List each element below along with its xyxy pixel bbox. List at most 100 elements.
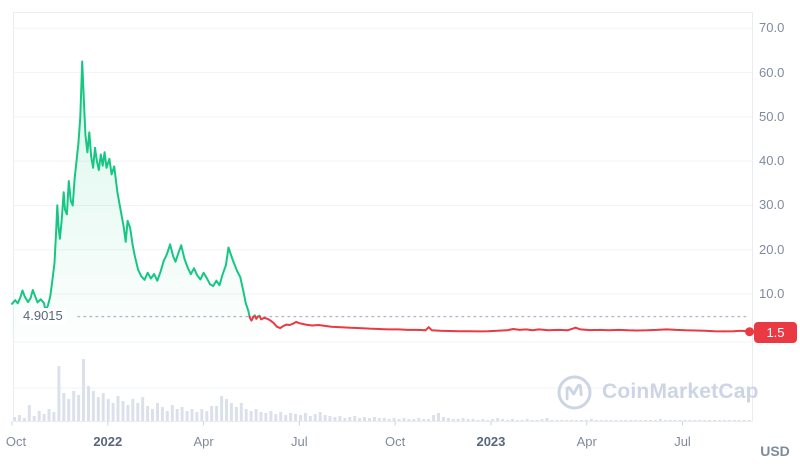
volume-bar <box>372 417 376 421</box>
volume-bar <box>358 418 362 421</box>
volume-bar <box>299 415 302 421</box>
volume-bar <box>368 418 371 421</box>
volume-bar <box>116 396 120 421</box>
volume-bar <box>668 420 672 421</box>
x-axis-label-2023: 2023 <box>476 434 506 449</box>
volume-bar <box>412 419 416 421</box>
y-axis-label: 60.0 <box>759 64 785 80</box>
x-axis-label-jul: Jul <box>291 434 308 449</box>
volume-bar <box>269 411 273 421</box>
volume-bar <box>476 420 480 421</box>
volume-bar <box>200 409 204 421</box>
volume-bar <box>624 420 628 421</box>
volume-bar <box>82 359 85 421</box>
y-axis-label: 10.0 <box>759 286 785 301</box>
last-price-badge[interactable]: 1.5 <box>754 321 797 343</box>
volume-bar <box>575 420 578 421</box>
volume-bar <box>259 412 263 421</box>
x-axis-label-apr: Apr <box>576 434 597 449</box>
volume-bar <box>417 418 421 421</box>
volume-bar <box>722 420 726 421</box>
volume-bar <box>678 420 682 421</box>
volume-bar <box>742 420 746 421</box>
volume-bar <box>663 420 667 421</box>
volume-bar <box>461 418 465 421</box>
volume-bar <box>377 418 381 421</box>
volume-bar <box>555 420 559 421</box>
volume-bar <box>560 420 564 421</box>
volume-bar <box>515 420 519 421</box>
x-axis-label-oct: Oct <box>5 434 27 449</box>
volume-bars <box>13 359 751 421</box>
volume-bar <box>363 417 366 421</box>
volume-bar <box>17 415 21 421</box>
volume-bar <box>594 420 598 421</box>
volume-bar <box>131 399 135 421</box>
volume-bar <box>215 406 219 421</box>
volume-bar <box>649 420 652 421</box>
volume-bar <box>313 414 317 421</box>
y-axis-label: 40.0 <box>759 153 785 169</box>
volume-bar <box>644 420 648 421</box>
volume-bar <box>441 417 445 421</box>
volume-bar <box>106 399 110 421</box>
volume-bar <box>308 416 312 421</box>
volume-bar <box>32 416 36 421</box>
volume-bar <box>382 418 386 421</box>
volume-bar <box>703 420 707 421</box>
volume-bar <box>471 419 475 421</box>
volume-bar <box>57 366 61 421</box>
volume-bar <box>501 419 505 421</box>
volume-bar <box>170 405 174 421</box>
volume-bar <box>348 417 352 421</box>
volume-bar <box>683 420 687 421</box>
volume-bar <box>239 403 243 421</box>
volume-bar <box>634 420 638 421</box>
volume-bar <box>451 419 455 421</box>
volume-bar <box>294 414 297 421</box>
volume-bar <box>718 420 721 421</box>
volume-bar <box>653 420 657 421</box>
volume-bar <box>446 418 450 421</box>
volume-bar <box>87 386 90 421</box>
volume-bar <box>318 412 322 421</box>
volume-bar <box>13 417 16 421</box>
price-line-below-open <box>248 315 751 333</box>
volume-bar <box>77 395 81 421</box>
volume-bar <box>328 416 332 421</box>
coinmarketcap-logo-icon <box>556 374 593 411</box>
volume-bar <box>220 396 224 421</box>
volume-bar <box>427 419 431 421</box>
x-axis-label-apr: Apr <box>193 434 214 449</box>
volume-bar <box>249 411 253 421</box>
volume-bar <box>37 411 41 421</box>
currency-unit-label: USD <box>760 443 790 459</box>
x-axis-label-jul: Jul <box>674 434 691 449</box>
volume-bar <box>713 420 717 421</box>
volume-bar <box>673 420 677 421</box>
volume-bar <box>279 412 283 421</box>
volume-bar <box>639 420 643 421</box>
y-axis-label: 30.0 <box>759 197 785 213</box>
price-area-fill <box>12 61 260 339</box>
volume-bar <box>146 406 150 421</box>
volume-bar <box>422 419 426 421</box>
volume-bar <box>698 420 702 421</box>
volume-bar <box>234 407 238 421</box>
volume-bar <box>323 415 327 421</box>
volume-bar <box>22 418 26 421</box>
volume-bar <box>614 420 618 421</box>
volume-bar <box>42 414 46 421</box>
volume-bar <box>254 409 258 421</box>
volume-bar <box>151 409 154 421</box>
volume-bar <box>496 418 500 421</box>
volume-bar <box>481 419 485 421</box>
volume-bar <box>727 420 731 421</box>
volume-bar <box>466 419 470 421</box>
volume-bar <box>52 412 56 421</box>
volume-bar <box>397 419 401 421</box>
volume-bar <box>584 420 588 421</box>
volume-bar <box>658 419 662 421</box>
volume-bar <box>525 419 529 421</box>
